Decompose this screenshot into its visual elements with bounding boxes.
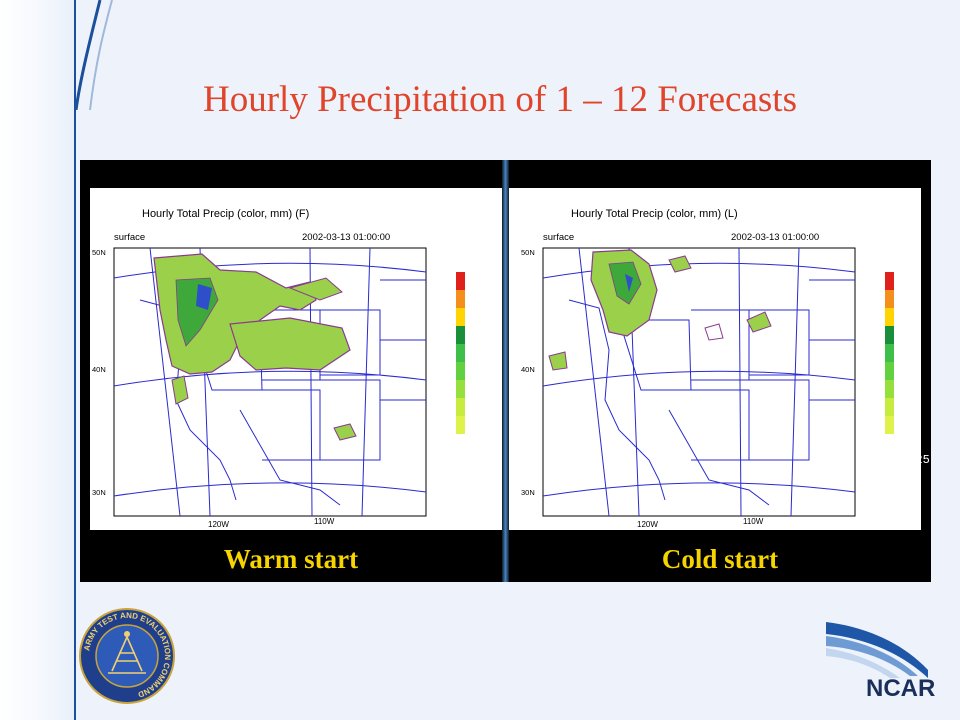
legend-value-0-125: .125 [901, 453, 930, 467]
map-datetime: 2002-03-13 01:00:00 [731, 232, 819, 243]
lon-label-120w: 120W [637, 520, 658, 529]
lat-label-30n: 30N [521, 488, 535, 497]
map-plot-area [542, 247, 856, 517]
lon-label-110w: 110W [743, 517, 764, 526]
cold-start-panel: Hourly Total Precip (color, mm) (L) surf… [509, 160, 931, 582]
legend-colorbar [456, 272, 465, 478]
lat-label-50n: 50N [521, 248, 535, 257]
map-title: Hourly Total Precip (color, mm) (F) [142, 208, 309, 220]
legend-value-0-5: .5 [901, 416, 915, 430]
map-level: surface [114, 232, 145, 243]
legend-value-0-5: .5 [472, 416, 486, 430]
map-plot-area [113, 247, 427, 517]
atec-emblem-logo: ARMY TEST AND EVALUATION COMMAND [79, 608, 175, 704]
legend-value-32: 32 [901, 306, 915, 320]
panel-divider [502, 160, 509, 582]
warm-start-map: Hourly Total Precip (color, mm) (F) surf… [80, 160, 502, 582]
precip-areas [548, 249, 772, 371]
corner-swoosh-decor [74, 0, 113, 110]
legend-value-8: 8 [472, 342, 479, 356]
map-datetime: 2002-03-13 01:00:00 [302, 232, 390, 243]
lat-label-50n: 50N [92, 248, 106, 257]
cold-start-map: Hourly Total Precip (color, mm) (L) surf… [509, 160, 931, 582]
map-level: surface [543, 232, 574, 243]
lat-label-40n: 40N [521, 365, 535, 374]
legend-unit: (mm) [887, 250, 916, 265]
left-decor-band [0, 0, 74, 720]
warm-start-caption: Warm start [223, 544, 359, 574]
lon-label-120w: 120W [208, 520, 229, 529]
legend-value-0-125: .125 [472, 453, 501, 467]
legend-value-8: 8 [901, 342, 908, 356]
legend-value-2: 2 [901, 378, 908, 392]
warm-start-panel: Hourly Total Precip (color, mm) (F) surf… [80, 160, 502, 582]
lon-label-110w: 110W [314, 517, 335, 526]
ncar-wordmark: NCAR [866, 675, 936, 702]
slide-title: Hourly Precipitation of 1 – 12 Forecasts [203, 79, 797, 120]
legend-value-2: 2 [472, 378, 479, 392]
legend-colorbar [885, 272, 894, 478]
legend-value-32: 32 [472, 306, 486, 320]
left-accent-line [74, 0, 76, 720]
precip-areas [153, 253, 357, 441]
ncar-logo [826, 622, 928, 678]
map-title: Hourly Total Precip (color, mm) (L) [571, 208, 738, 220]
legend-unit: (mm) [458, 250, 487, 265]
cold-start-caption: Cold start [661, 544, 779, 574]
lat-label-30n: 30N [92, 488, 106, 497]
lat-label-40n: 40N [92, 365, 106, 374]
